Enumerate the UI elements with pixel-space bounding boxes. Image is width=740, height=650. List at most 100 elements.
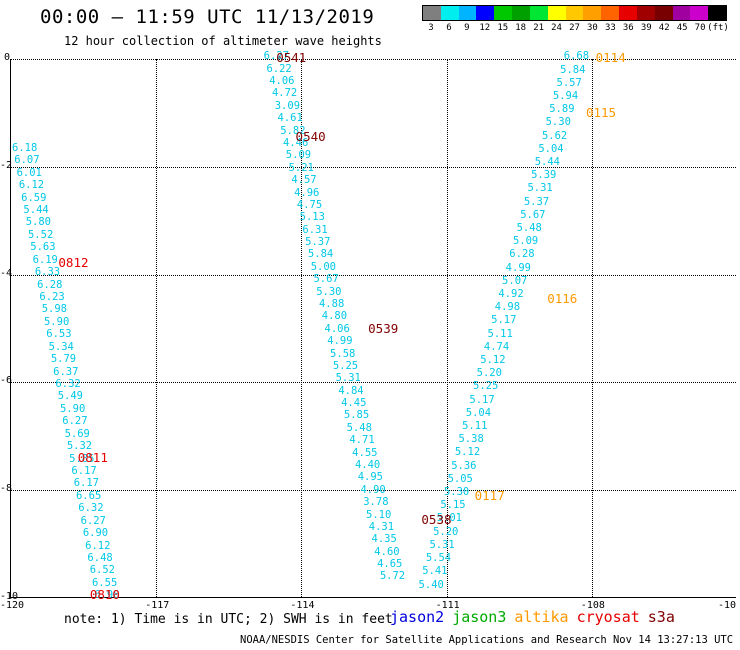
color-scale-label: 24 bbox=[551, 23, 562, 33]
color-scale-label: 15 bbox=[497, 23, 509, 33]
color-scale-label: 6 bbox=[446, 23, 452, 33]
x-tick-label: -120 bbox=[0, 600, 25, 611]
credit-line: NOAA/NESDIS Center for Satellite Applica… bbox=[240, 634, 740, 646]
swh-value: 6.59 bbox=[21, 191, 47, 204]
swh-value: 4.46 bbox=[283, 136, 309, 149]
swh-value: 5.44 bbox=[23, 204, 49, 217]
latitude-gridline bbox=[11, 382, 736, 384]
swh-value: 5.25 bbox=[473, 380, 499, 393]
swh-value: 6.32 bbox=[55, 378, 81, 391]
swh-value: 5.25 bbox=[332, 359, 359, 372]
color-swatch bbox=[458, 6, 477, 20]
swh-value: 5.67 bbox=[520, 208, 546, 221]
color-scale-label: 70 bbox=[694, 23, 706, 33]
color-scale-label: 3 bbox=[428, 23, 434, 33]
swh-value: 5.40 bbox=[418, 578, 444, 591]
swh-value: 5.04 bbox=[538, 142, 564, 155]
y-tick-label: -8 bbox=[0, 483, 13, 495]
swh-value: 5.79 bbox=[50, 353, 77, 366]
color-scale-labels: 3 6 9 12 15 18 21 24 27 30 33 36 39 42 45 70 (ft) bbox=[422, 23, 729, 35]
pass-time-label: 0116 bbox=[547, 290, 578, 306]
swh-value: 5.10 bbox=[366, 508, 392, 521]
swh-value: 5.12 bbox=[454, 446, 481, 459]
swh-value: 5.84 bbox=[560, 63, 586, 76]
swh-value: 5.05 bbox=[447, 472, 473, 485]
legend-entry-jason2: jason2 bbox=[390, 608, 445, 626]
swh-value: 5.85 bbox=[343, 409, 370, 422]
color-swatch bbox=[619, 6, 637, 20]
color-scale-label: 27 bbox=[569, 23, 580, 33]
swh-value: 6.18 bbox=[12, 141, 38, 154]
swh-value: 5.11 bbox=[462, 420, 488, 433]
swh-value: 5.31 bbox=[527, 182, 553, 195]
map-title: 00:00 – 11:59 UTC 11/13/2019 bbox=[40, 6, 375, 28]
swh-value: 5.11 bbox=[487, 327, 513, 340]
legend-entry-jason3: jason3 bbox=[452, 608, 507, 626]
color-swatch bbox=[529, 6, 548, 20]
swh-value: 5.30 bbox=[545, 116, 571, 129]
swh-value: 5.63 bbox=[30, 241, 56, 254]
swh-value: 5.49 bbox=[57, 390, 83, 403]
swh-value: 4.95 bbox=[357, 471, 383, 484]
color-swatch bbox=[547, 6, 566, 20]
swh-value: 5.36 bbox=[451, 459, 477, 472]
latitude-gridline bbox=[11, 490, 736, 492]
swh-value: 5.41 bbox=[422, 565, 448, 578]
swh-value: 6.37 bbox=[53, 365, 79, 378]
swh-value: 4.72 bbox=[271, 87, 298, 100]
swh-value: 5.17 bbox=[469, 393, 495, 406]
swh-value: 5.44 bbox=[534, 155, 561, 168]
swh-value: 4.60 bbox=[374, 545, 400, 558]
swh-value: 5.15 bbox=[440, 499, 466, 512]
swh-value: 6.31 bbox=[302, 223, 328, 236]
swh-value: 5.20 bbox=[476, 367, 502, 380]
latitude-gridline bbox=[11, 274, 736, 276]
swh-value: 4.55 bbox=[352, 446, 378, 459]
swh-value: 5.17 bbox=[491, 314, 517, 327]
swh-value: 5.07 bbox=[502, 274, 528, 287]
y-tick-label: 0 bbox=[4, 52, 11, 63]
x-tick-label: -114 bbox=[290, 600, 315, 611]
swh-value: 5.31 bbox=[335, 372, 361, 385]
swh-value: 5.48 bbox=[346, 421, 372, 434]
legend-entry-cryosat: cryosat bbox=[576, 608, 640, 626]
swh-value: 6.68 bbox=[563, 50, 590, 63]
swh-value: 6.55 bbox=[91, 576, 118, 589]
swh-value: 4.45 bbox=[341, 397, 367, 410]
swh-value: 5.30 bbox=[316, 285, 342, 298]
map-plot-area bbox=[10, 59, 736, 598]
color-swatch bbox=[690, 6, 709, 20]
swh-value: 6.52 bbox=[89, 564, 115, 577]
wave-height-color-scale bbox=[422, 5, 727, 21]
swh-value: 6.07 bbox=[14, 154, 40, 167]
legend-entry-altika: altika bbox=[514, 608, 569, 626]
swh-value: 4.31 bbox=[368, 520, 395, 533]
color-scale-label: 9 bbox=[464, 23, 470, 33]
color-swatch bbox=[423, 6, 441, 20]
swh-value: 6.28 bbox=[509, 248, 535, 261]
swh-value: 4.57 bbox=[291, 174, 317, 187]
swh-value: 6.48 bbox=[87, 552, 113, 565]
y-tick-label: -6 bbox=[0, 375, 13, 387]
pass-time-label: 0538 bbox=[421, 511, 452, 527]
color-scale-label: 33 bbox=[604, 23, 616, 33]
swh-value: 5.80 bbox=[25, 216, 51, 229]
color-scale-label: 12 bbox=[479, 23, 491, 33]
swh-value: 4.98 bbox=[494, 301, 521, 314]
swh-value: 5.39 bbox=[531, 169, 557, 182]
swh-value: 4.61 bbox=[277, 112, 303, 125]
swh-value: 6.23 bbox=[39, 291, 65, 304]
swh-value: 6.01 bbox=[16, 166, 42, 179]
swh-value: 5.62 bbox=[541, 129, 568, 142]
color-scale-label: 45 bbox=[676, 23, 688, 33]
color-scale-label: 21 bbox=[533, 23, 545, 33]
swh-value: 5.38 bbox=[458, 433, 484, 446]
swh-value: 6.27 bbox=[80, 514, 106, 527]
color-scale-label: 30 bbox=[587, 23, 598, 33]
pass-time-label: 0541 bbox=[276, 49, 307, 65]
y-tick-label: -4 bbox=[0, 267, 13, 279]
swh-value: 5.72 bbox=[379, 570, 406, 583]
swh-value: 4.06 bbox=[324, 322, 350, 335]
swh-value: 5.12 bbox=[480, 354, 506, 367]
swh-value: 4.88 bbox=[318, 297, 345, 310]
